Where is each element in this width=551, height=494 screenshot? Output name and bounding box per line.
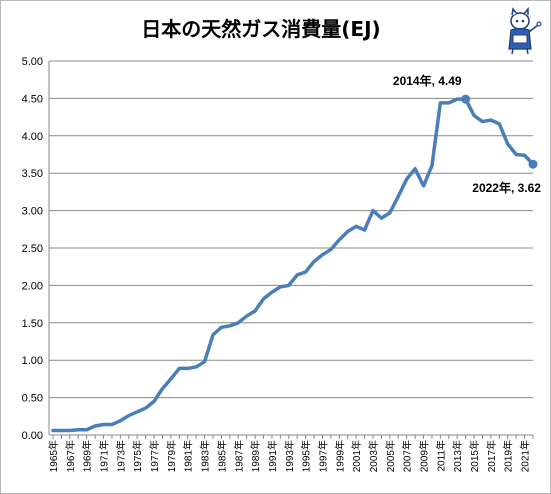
x-tick-label: 2015年	[468, 440, 481, 472]
x-tick-label: 1965年	[47, 440, 60, 472]
x-tick-label: 1971年	[98, 440, 111, 472]
x-tick-label: 2013年	[451, 440, 464, 472]
data-series	[51, 97, 535, 433]
y-tick-label: 5.00	[22, 56, 43, 68]
x-tick-label: 2017年	[485, 440, 498, 472]
x-tick-label: 1981年	[182, 440, 195, 472]
y-tick-label: 1.00	[22, 355, 43, 367]
x-tick-label: 2011年	[434, 440, 447, 472]
x-tick-label: 1985年	[215, 440, 228, 472]
y-tick-label: 0.50	[22, 393, 43, 405]
gridlines	[49, 60, 533, 436]
x-tick-label: 2005年	[384, 440, 397, 472]
x-tick-label: 2001年	[350, 440, 363, 472]
x-tick-label: 1977年	[148, 440, 161, 472]
highlight-point	[461, 94, 471, 104]
axes	[48, 61, 534, 439]
x-tick-label: 1979年	[165, 440, 178, 472]
x-tick-label: 1973年	[114, 440, 127, 472]
x-tick-label: 1993年	[283, 440, 296, 472]
x-tick-label: 2003年	[367, 440, 380, 472]
x-tick-label: 1999年	[333, 440, 346, 472]
annotation-label: 2022年, 3.62	[472, 180, 541, 195]
y-tick-label: 0.00	[22, 430, 43, 442]
y-tick-label: 4.50	[22, 93, 43, 105]
y-tick-label: 1.50	[22, 318, 43, 330]
x-tick-label: 2009年	[418, 440, 431, 472]
y-tick-label: 2.00	[22, 280, 43, 292]
y-tick-label: 3.00	[22, 206, 43, 218]
highlight-point	[528, 159, 538, 169]
x-tick-label: 1989年	[249, 440, 262, 472]
y-tick-label: 4.00	[22, 131, 43, 143]
series-line	[51, 97, 535, 433]
y-axis-tick-labels: 0.00 0.50 1.00 1.50 2.00 2.50 3.00 3.50 4.00 4.50…	[22, 56, 43, 442]
chart-title: 日本の天然ガス消費量(EJ)	[141, 17, 381, 41]
annotation-label: 2014年, 4.49	[393, 73, 462, 88]
y-tick-label: 3.50	[22, 168, 43, 180]
x-axis-tick-labels: 1965年 1967年 1969年 1971年 1973年 1975年 1977年 1979年…	[47, 440, 532, 472]
x-tick-label: 2007年	[401, 440, 414, 472]
x-tick-label: 2021年	[519, 440, 532, 472]
y-tick-label: 2.50	[22, 243, 43, 255]
x-tick-label: 1997年	[316, 440, 329, 472]
mascot-character-icon	[508, 6, 542, 55]
x-tick-label: 1995年	[300, 440, 313, 472]
x-tick-label: 1983年	[199, 440, 212, 472]
x-tick-label: 1967年	[64, 440, 77, 472]
x-tick-label: 2019年	[502, 440, 515, 472]
annotations: 2014年, 4.49 2022年, 3.62	[393, 73, 541, 195]
x-tick-label: 1975年	[131, 440, 144, 472]
x-tick-label: 1987年	[232, 440, 245, 472]
x-tick-label: 1969年	[81, 440, 94, 472]
x-tick-label: 1991年	[266, 440, 279, 472]
